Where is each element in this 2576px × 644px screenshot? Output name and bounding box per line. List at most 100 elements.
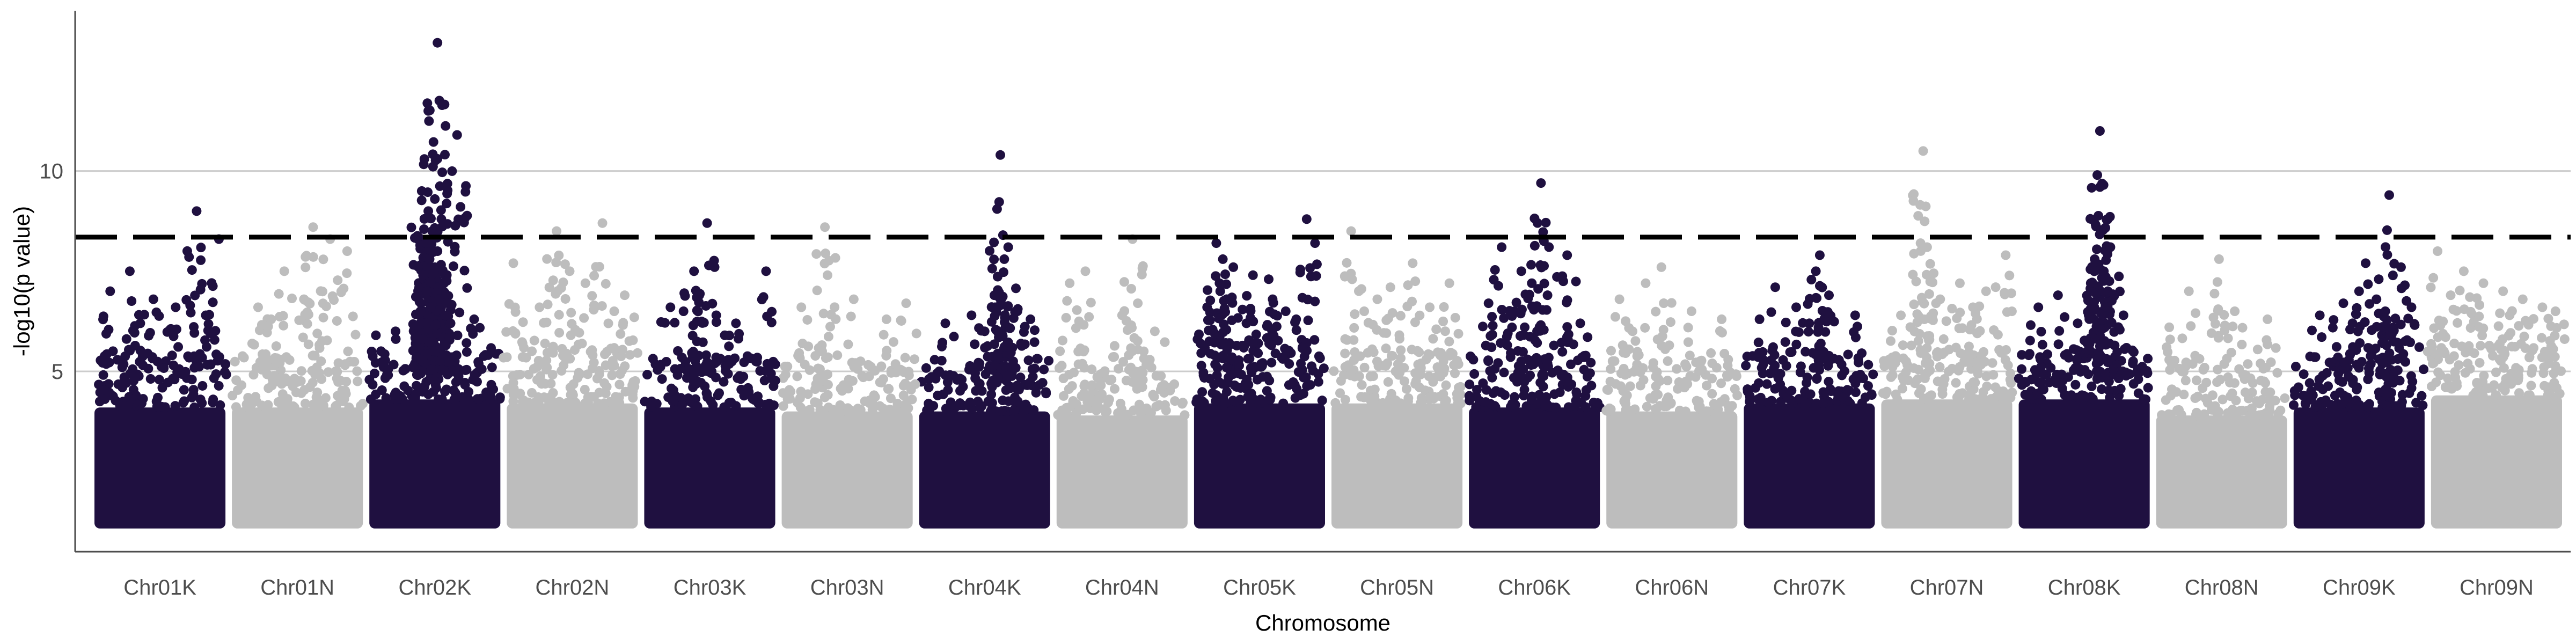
snp-point	[337, 385, 347, 396]
snp-point	[938, 338, 948, 348]
snp-point-peak	[1641, 278, 1651, 288]
chromosome-group-chr08n	[2156, 358, 2290, 529]
snp-point	[742, 351, 752, 361]
snp-point	[1203, 315, 1213, 325]
snp-point-peak	[999, 254, 1009, 264]
snp-point	[214, 380, 224, 391]
snp-point	[1621, 348, 1631, 358]
snp-point	[1606, 404, 1616, 414]
snp-point	[594, 369, 604, 379]
snp-point	[2006, 378, 2016, 388]
snp-point-peak	[1935, 294, 1945, 304]
snp-point-peak	[2380, 306, 2390, 316]
snp-point	[2025, 393, 2035, 404]
snp-point	[1251, 330, 1261, 340]
snp-point	[1488, 388, 1498, 398]
snp-point	[2083, 310, 2094, 320]
snp-point	[422, 98, 433, 108]
snp-point	[317, 336, 327, 346]
snp-point	[1663, 376, 1673, 386]
snp-point	[617, 365, 627, 376]
snp-point	[629, 312, 639, 323]
snp-point	[442, 188, 452, 199]
snp-point-peak	[2184, 286, 2194, 296]
snp-point	[1305, 380, 1315, 390]
snp-density-block	[232, 407, 363, 529]
snp-point	[1309, 335, 1320, 345]
snp-point	[168, 374, 178, 384]
snp-point-peak	[308, 222, 318, 232]
snp-point	[1440, 326, 1450, 336]
snp-point	[884, 405, 895, 415]
snp-point	[418, 334, 428, 345]
snp-point	[2382, 250, 2392, 260]
snp-point	[1243, 379, 1254, 390]
snp-point	[518, 317, 528, 327]
y-tick-label: 10	[40, 160, 64, 184]
snp-point	[1439, 302, 1449, 312]
chromosome-group-chr09n	[2426, 339, 2566, 529]
snp-point	[970, 373, 980, 383]
snp-point-peak	[1241, 318, 1252, 328]
snp-point	[1485, 331, 1496, 341]
snp-point	[2213, 407, 2223, 417]
snp-point	[938, 389, 948, 399]
snp-point-peak	[433, 38, 443, 48]
snp-point	[2493, 321, 2504, 331]
snp-point	[2439, 346, 2449, 356]
snp-point	[2435, 320, 2446, 331]
snp-point	[419, 214, 429, 224]
snp-point	[449, 385, 459, 396]
snp-point	[1890, 358, 1900, 368]
snp-point	[814, 374, 824, 384]
snp-point-peak	[1012, 306, 1022, 316]
snp-point	[993, 372, 1003, 382]
snp-point	[1368, 319, 1378, 330]
snp-point	[2317, 332, 2327, 342]
snp-point	[1754, 348, 1764, 358]
snp-point	[1447, 349, 1458, 359]
snp-point	[1373, 361, 1384, 371]
snp-point	[830, 302, 840, 312]
snp-point	[2165, 334, 2175, 345]
snp-point	[1642, 401, 1652, 412]
snp-point	[2392, 338, 2403, 348]
snp-density-block	[2156, 415, 2287, 529]
snp-point-peak	[2361, 258, 2371, 268]
snp-point	[2043, 349, 2053, 360]
snp-point	[1472, 385, 1482, 395]
snp-point	[197, 353, 207, 363]
snp-point	[1197, 387, 1208, 397]
snp-point	[2511, 363, 2521, 373]
snp-point	[1947, 304, 1957, 314]
snp-point	[518, 396, 529, 406]
snp-point	[1823, 361, 1833, 371]
snp-density-block	[1331, 403, 1463, 529]
snp-point	[547, 343, 558, 354]
snp-point	[924, 382, 934, 392]
snp-point	[910, 379, 920, 389]
snp-point-peak	[1542, 290, 1553, 301]
snp-point	[1343, 360, 1353, 370]
snp-point	[2559, 319, 2569, 330]
snp-point	[1580, 402, 1591, 412]
snp-point	[271, 341, 281, 352]
snp-point	[1091, 405, 1101, 415]
snp-point	[242, 402, 252, 412]
snp-point	[566, 330, 576, 340]
snp-point	[965, 361, 975, 371]
snp-point	[2181, 357, 2191, 368]
snp-point	[2243, 359, 2253, 369]
snp-point	[2447, 381, 2457, 391]
snp-point	[416, 355, 427, 365]
snp-point	[699, 318, 709, 328]
snp-point	[1402, 301, 1413, 311]
snp-point	[900, 353, 910, 363]
snp-point	[1119, 277, 1129, 287]
snp-point	[2304, 378, 2315, 388]
snp-point-peak	[1211, 238, 1221, 248]
snp-point	[1697, 364, 1707, 375]
snp-point	[2095, 367, 2105, 377]
snp-point	[780, 370, 791, 380]
snp-point	[428, 137, 438, 147]
